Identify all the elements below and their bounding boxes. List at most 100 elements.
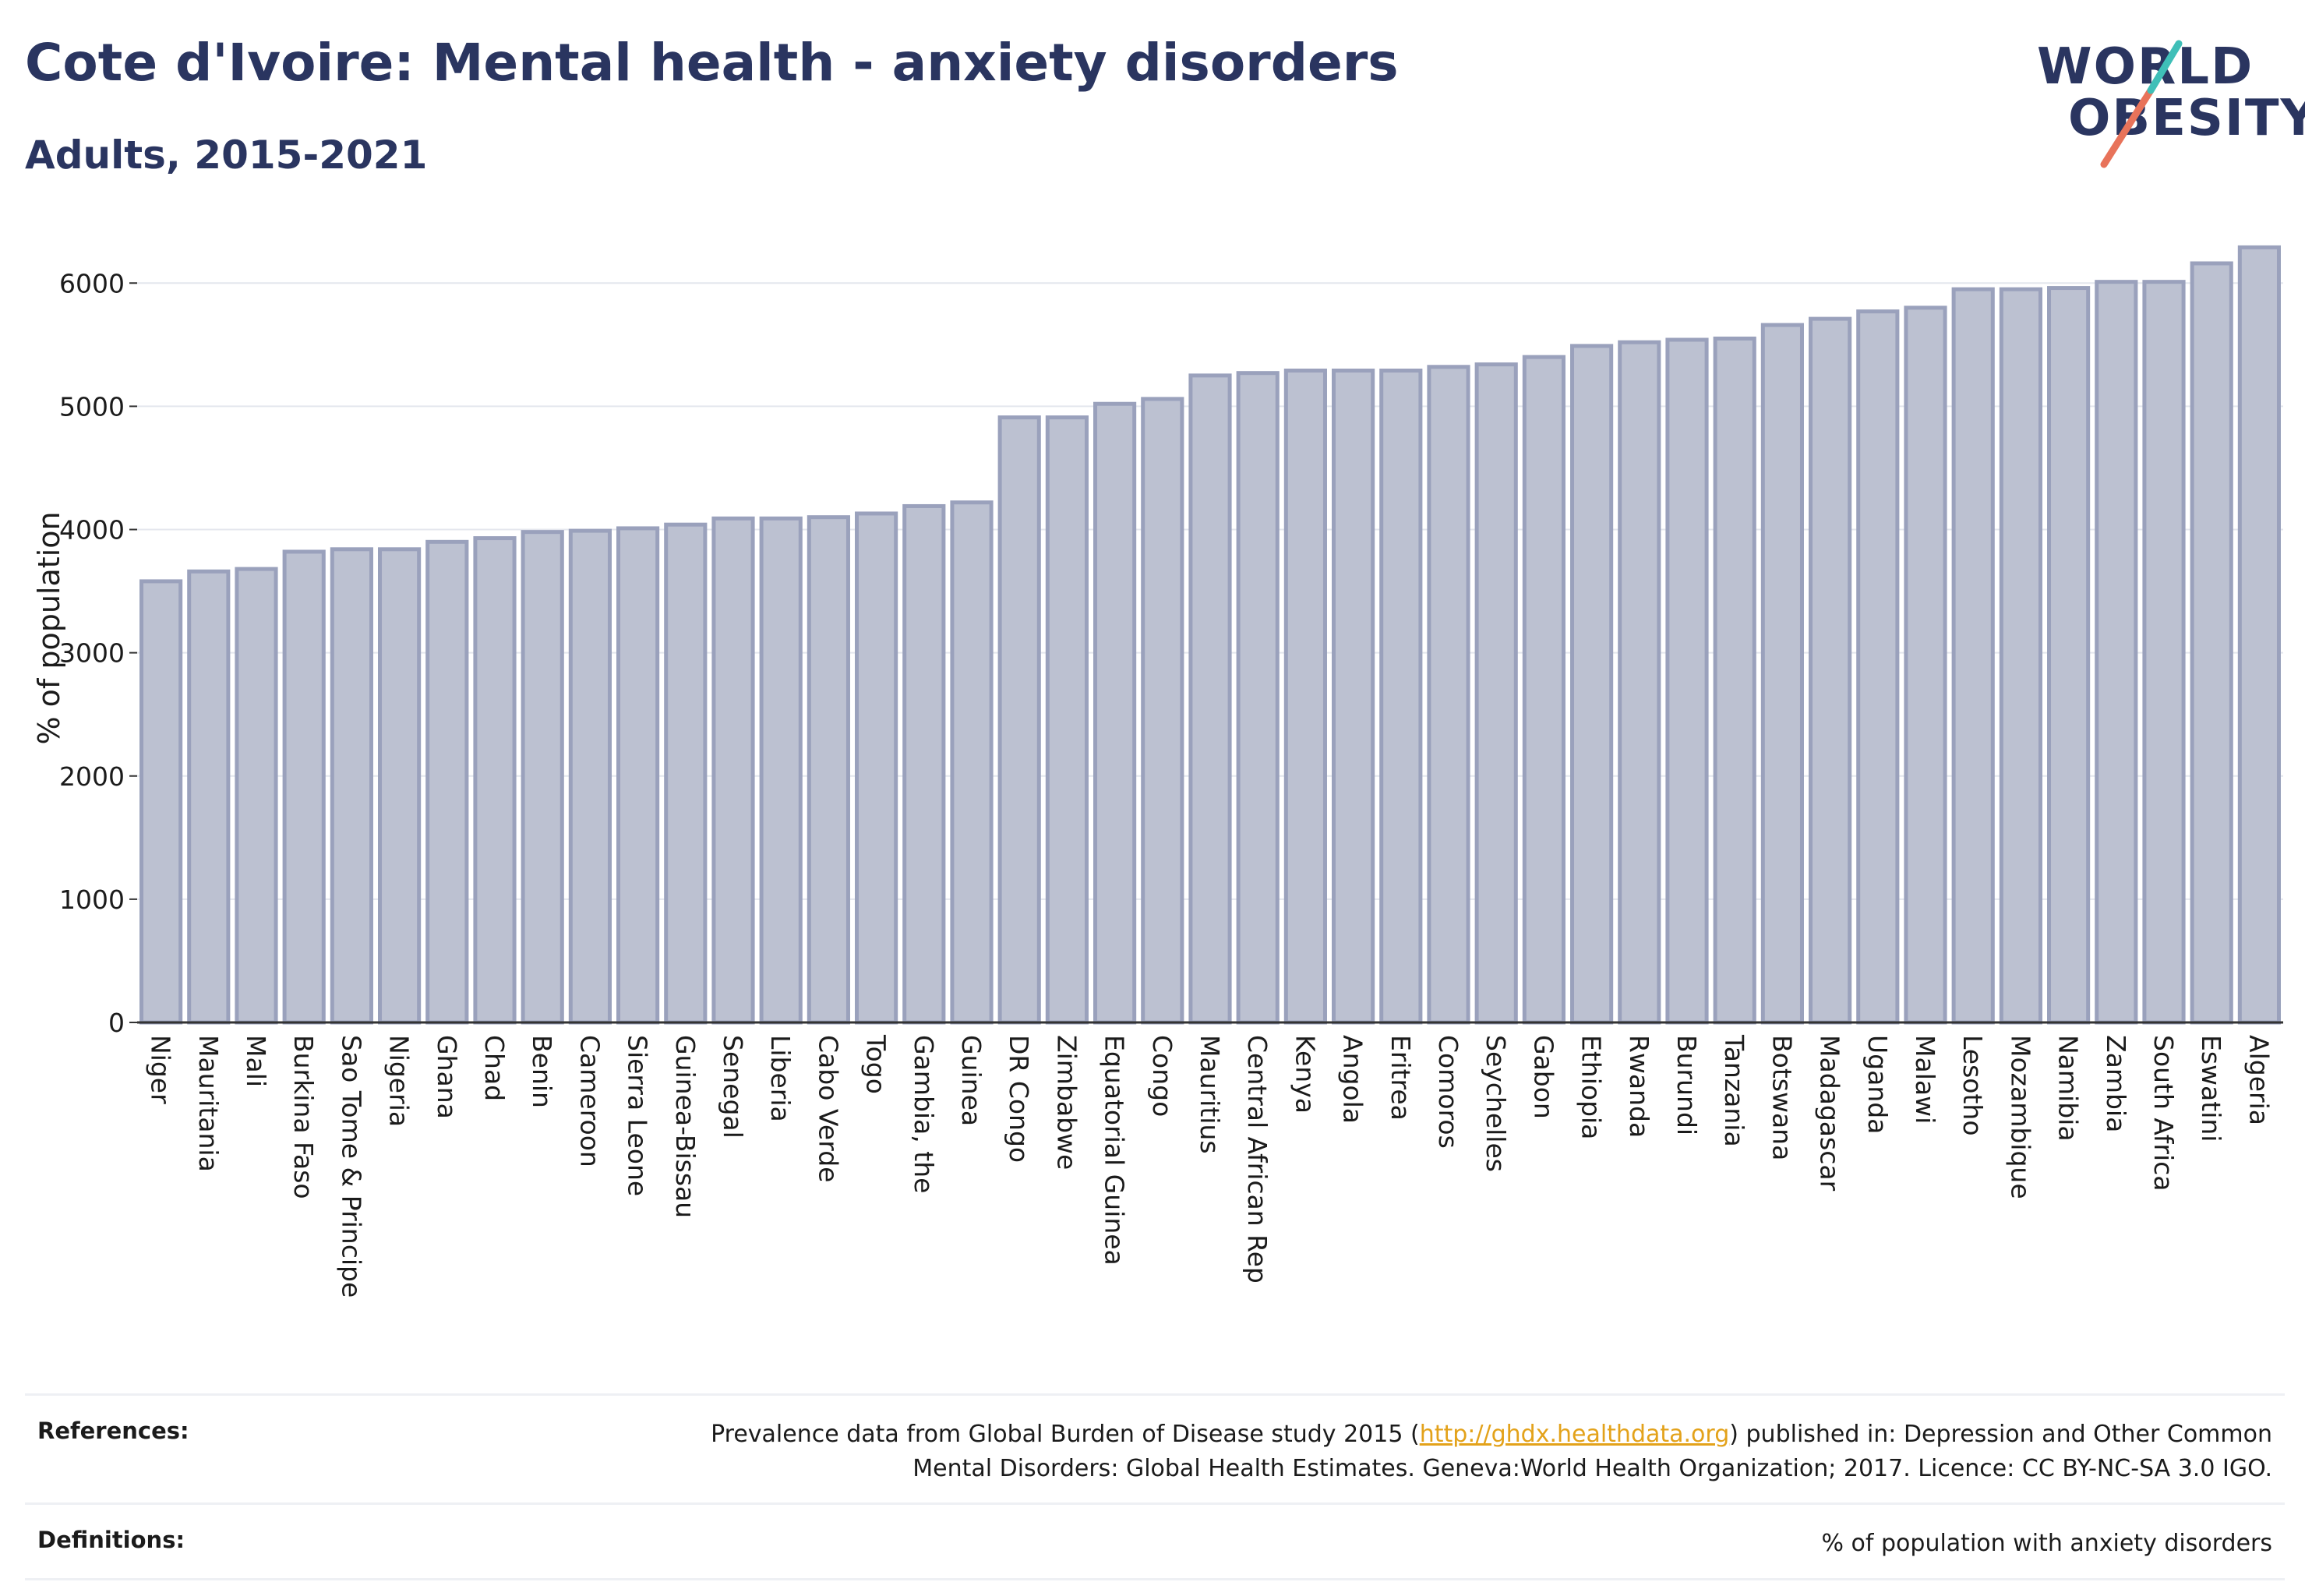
bar — [855, 511, 898, 1025]
bar — [425, 539, 469, 1025]
bar — [1760, 323, 1804, 1025]
logo-slash-icon — [2100, 40, 2183, 168]
y-tick-label: 6000 — [59, 268, 125, 298]
definitions-row: Definitions: % of population with anxiet… — [25, 1502, 2285, 1580]
x-tick-label: Mauritania — [193, 1035, 224, 1172]
bar — [378, 547, 422, 1025]
x-tick-label: Burkina Faso — [288, 1035, 319, 1199]
world-obesity-logo: WORLD OBESITY — [2026, 38, 2305, 168]
bar — [1618, 340, 1661, 1025]
chart-title: Cote d'Ivoire: Mental health - anxiety d… — [25, 33, 1399, 93]
references-text: Prevalence data from Global Burden of Di… — [711, 1418, 2272, 1485]
bar — [2190, 261, 2233, 1025]
bar — [473, 536, 517, 1025]
x-tick-label: Kenya — [1290, 1035, 1320, 1114]
x-tick-label: Senegal — [718, 1035, 748, 1139]
x-tick-label: Madagascar — [1815, 1035, 1845, 1192]
bar — [1188, 373, 1232, 1025]
bar — [1713, 336, 1756, 1025]
bar — [2142, 280, 2186, 1025]
x-tick-label: Seychelles — [1481, 1035, 1511, 1172]
bar — [664, 522, 708, 1025]
logo-word-world: WORLD — [2037, 38, 2254, 96]
x-tick-label: Niger — [146, 1035, 176, 1104]
x-tick-label: DR Congo — [1004, 1035, 1034, 1163]
bar — [1332, 369, 1375, 1025]
x-tick-label: Central African Rep — [1242, 1035, 1273, 1284]
bar — [902, 503, 946, 1025]
x-tick-label: Mozambique — [2005, 1035, 2035, 1199]
x-tick-label: Zimbabwe — [1051, 1035, 1082, 1170]
ghdx-link[interactable]: http://ghdx.healthdata.org — [1419, 1421, 1730, 1448]
bar — [1570, 344, 1614, 1025]
x-tick-label: Eswatini — [2196, 1035, 2226, 1142]
bar — [1856, 309, 1900, 1025]
x-tick-label: Equatorial Guinea — [1100, 1035, 1130, 1266]
y-tick-label: 0 — [108, 1008, 125, 1038]
bar — [1809, 316, 1852, 1025]
bar — [1379, 369, 1423, 1025]
references-text-after: ) published in: Depression and Other Com… — [1729, 1421, 2272, 1448]
bar-chart: 0 1000 2000 3000 4000 5000 6000 % of population… — [32, 245, 2283, 1298]
bar — [1236, 371, 1280, 1025]
x-tick-label: Mali — [241, 1035, 271, 1087]
bar — [1474, 362, 1518, 1025]
bar — [2237, 245, 2281, 1025]
bar — [759, 516, 803, 1025]
bar — [521, 530, 564, 1025]
x-tick-label: Rwanda — [1624, 1035, 1654, 1138]
bar — [1999, 287, 2042, 1025]
x-tick-label: Mauritius — [1195, 1035, 1225, 1154]
x-tick-label: Togo — [861, 1034, 891, 1094]
x-tick-label: Cabo Verde — [813, 1035, 843, 1182]
y-tick-label: 1000 — [59, 885, 125, 915]
x-tick-label: Ethiopia — [1576, 1035, 1607, 1139]
x-tick-label: Burundi — [1671, 1035, 1702, 1135]
x-tick-label: Gabon — [1528, 1035, 1558, 1119]
bar — [282, 549, 326, 1025]
bar — [1951, 287, 1995, 1025]
x-tick-label: Congo — [1147, 1035, 1177, 1117]
x-tick-label: Guinea-Bissau — [670, 1035, 701, 1218]
bar — [235, 567, 278, 1025]
bar — [1904, 305, 1947, 1025]
x-tick-label: Comoros — [1433, 1035, 1463, 1149]
x-tick-label: Angola — [1338, 1035, 1368, 1124]
bar — [2095, 280, 2138, 1025]
y-tick-label: 4000 — [59, 515, 125, 546]
x-tick-label: South Africa — [2148, 1035, 2179, 1192]
x-tick-label: Benin — [527, 1035, 557, 1108]
definitions-label: Definitions: — [37, 1527, 185, 1553]
x-tick-label: Cameroon — [574, 1035, 605, 1167]
references-label: References: — [37, 1418, 189, 1444]
bar — [568, 528, 612, 1025]
bar — [1283, 369, 1327, 1025]
x-tick-label: Malawi — [1910, 1035, 1940, 1124]
bar — [2047, 286, 2091, 1025]
x-tick-label: Gambia, the — [909, 1035, 939, 1193]
x-tick-label: Tanzania — [1719, 1034, 1749, 1147]
bar — [807, 515, 850, 1025]
bar — [1141, 397, 1184, 1025]
bar — [1522, 355, 1565, 1025]
logo-word-obesity: OBESITY — [2068, 90, 2305, 147]
bar — [139, 579, 183, 1025]
references-text-start: Prevalence data from Global Burden of Di… — [711, 1421, 1420, 1448]
x-tick-label: Chad — [479, 1035, 510, 1101]
bar — [1665, 337, 1709, 1025]
x-tick-label: Zambia — [2101, 1035, 2131, 1132]
y-tick-label: 2000 — [59, 761, 125, 792]
x-tick-label: Lesotho — [1957, 1035, 1988, 1136]
y-tick-label: 5000 — [59, 391, 125, 422]
bar — [997, 415, 1041, 1025]
references-panel: References: Prevalence data from Global … — [25, 1393, 2285, 1580]
definitions-text: % of population with anxiety disorders — [1821, 1530, 2272, 1557]
bar — [950, 500, 994, 1025]
x-tick-label: Uganda — [1862, 1035, 1893, 1134]
x-tick-label: Botswana — [1767, 1035, 1797, 1160]
bar — [330, 547, 373, 1025]
x-tick-label: Namibia — [2053, 1035, 2084, 1142]
x-tick-label: Nigeria — [384, 1035, 415, 1127]
x-tick-label: Guinea — [956, 1035, 987, 1126]
bar — [1093, 401, 1137, 1025]
